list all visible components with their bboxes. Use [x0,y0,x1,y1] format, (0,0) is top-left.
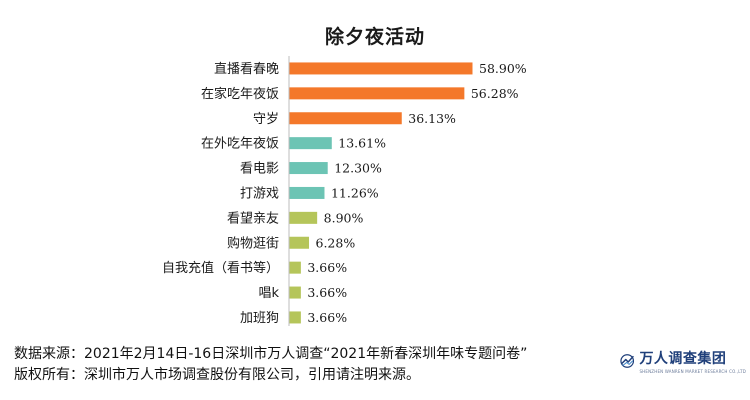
category-label: 自我充值（看书等） [162,260,279,276]
category-label: 加班狗 [240,311,279,326]
category-label: 在外吃年夜饭 [201,136,279,152]
value-label: 3.66% [307,285,347,300]
bar [289,186,325,199]
value-label: 3.66% [307,260,347,275]
value-label: 58.90% [479,61,527,76]
value-label: 56.28% [471,86,519,101]
value-label: 36.13% [408,111,456,126]
logo-subtitle: SHENZHEN WANREN MARKET RESEARCH CO.,LTD [639,369,746,374]
logo-name: 万人调查集团 [639,351,727,367]
value-label: 3.66% [307,310,347,325]
category-label: 购物逛街 [227,235,279,251]
category-label: 看望亲友 [227,210,279,226]
bar [289,261,301,274]
category-label: 看电影 [240,161,279,177]
category-label: 直播看春晚 [214,61,279,77]
bar [289,286,301,299]
value-label: 12.30% [334,161,382,176]
bar [289,162,328,175]
value-label: 6.28% [316,235,356,250]
bar-chart: 直播看春晚 58.90% 在家吃年夜饭 56.28% 守岁 36.13% 在外吃年夜饭 13.… [162,56,527,326]
copyright-note: 版权所有：深圳市万人市场调查股份有限公司，引用请注明来源。 [14,367,420,383]
category-label: 在家吃年夜饭 [201,86,279,102]
bar [289,311,301,324]
bar [289,211,318,224]
category-label: 唱k [258,286,279,301]
bar [289,87,465,100]
category-label: 打游戏 [240,186,279,201]
data-source-note: 数据来源：2021年2月14日-16日深圳市万人调查“2021年新春深圳年味专题… [14,346,528,362]
bar [289,62,473,75]
category-label: 守岁 [253,112,279,127]
wanren-logo-icon [620,354,635,368]
chart-title: 除夕夜活动 [324,26,425,48]
chart-footer: 数据来源：2021年2月14日-16日深圳市万人调查“2021年新春深圳年味专题… [14,344,527,386]
value-label: 11.26% [331,185,379,200]
value-label: 13.61% [338,136,386,151]
bar [289,112,402,125]
bar [289,236,310,249]
bar [289,137,332,150]
value-label: 8.90% [324,210,364,225]
company-logo: 万人调查集团 SHENZHEN WANREN MARKET RESEARCH C… [620,344,746,378]
